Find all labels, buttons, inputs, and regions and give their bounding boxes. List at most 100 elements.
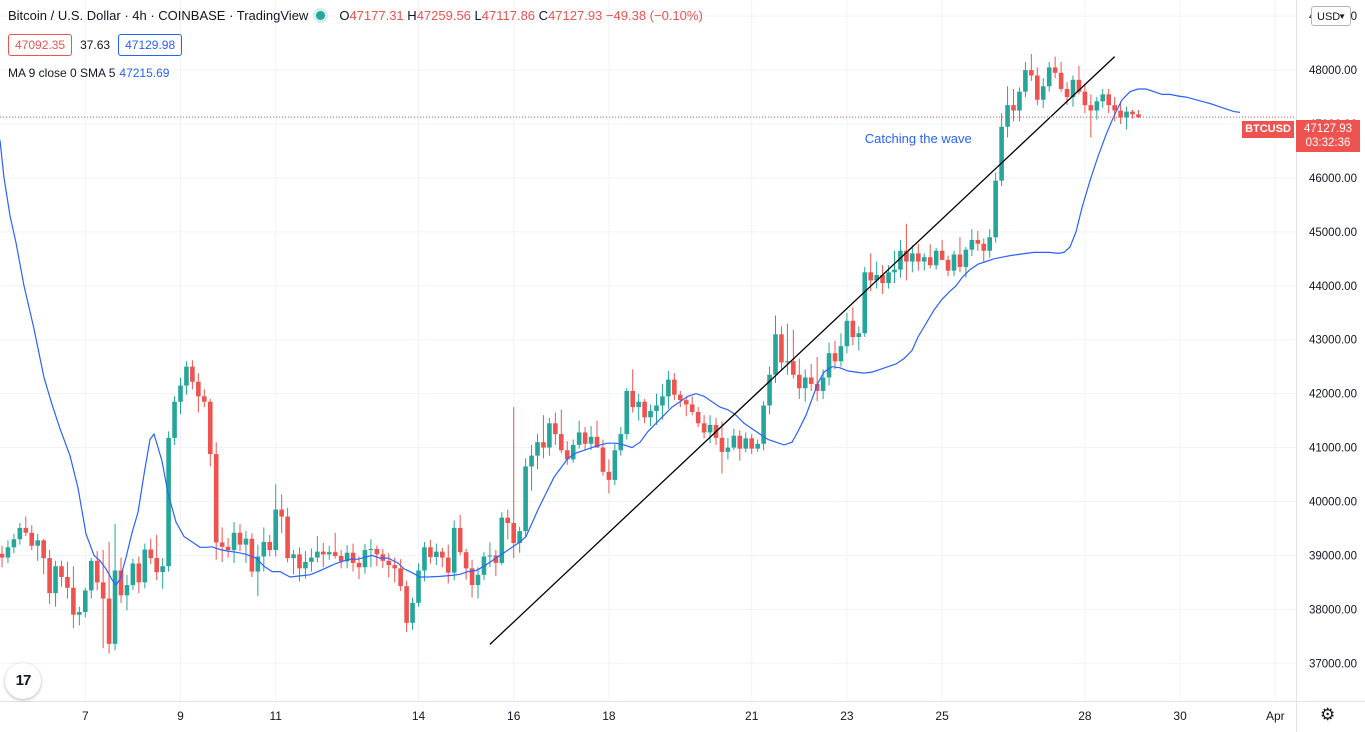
y-tick-label: 48000.00: [1309, 65, 1357, 77]
candle-body: [160, 566, 165, 573]
candle: [261, 527, 267, 572]
annotation-text[interactable]: Catching the wave: [865, 131, 972, 146]
candle: [11, 533, 17, 554]
candle: [35, 533, 40, 561]
candle-body: [154, 558, 159, 573]
y-tick-label: 46000.00: [1309, 173, 1357, 185]
y-tick-label: 42000.00: [1309, 389, 1357, 401]
candle: [618, 427, 624, 456]
candle-body: [963, 249, 969, 267]
candle-body: [17, 527, 23, 540]
candle-body: [1100, 94, 1106, 102]
candle-body: [707, 424, 713, 433]
candle-body: [511, 523, 516, 544]
candle-body: [862, 272, 868, 334]
candle: [428, 539, 433, 564]
candle: [178, 377, 183, 415]
y-tick-label: 41000.00: [1309, 443, 1357, 455]
candle-body: [88, 560, 94, 591]
candle: [83, 587, 88, 618]
candle-body: [606, 471, 612, 480]
low-label: L: [474, 8, 482, 23]
trendline[interactable]: [489, 56, 1116, 645]
candle: [862, 266, 868, 338]
candle-body: [53, 566, 58, 594]
candle: [993, 172, 998, 243]
candle-body: [767, 374, 772, 406]
candle: [701, 415, 707, 439]
sell-button[interactable]: 47092.35: [8, 34, 73, 56]
currency-select[interactable]: USD ▼: [1311, 6, 1351, 26]
candle: [588, 425, 594, 451]
tradingview-logo-icon[interactable]: 17: [5, 663, 41, 699]
candle: [1040, 78, 1046, 108]
candle: [951, 250, 957, 277]
candle-body: [927, 257, 933, 266]
candle-body: [636, 401, 641, 408]
candle: [338, 550, 344, 569]
candle: [225, 538, 231, 558]
candle-body: [910, 253, 915, 262]
candle: [1118, 101, 1123, 125]
candle-body: [1005, 105, 1010, 127]
candle: [892, 250, 897, 284]
candle: [213, 442, 219, 560]
candle-body: [303, 561, 308, 569]
candle-body: [1070, 79, 1076, 98]
candle-body: [553, 423, 558, 435]
candle: [856, 326, 862, 351]
candle-body: [77, 612, 82, 615]
candle: [1035, 67, 1040, 106]
candle: [553, 412, 558, 445]
candle-body: [683, 400, 689, 405]
candle-body: [523, 466, 528, 532]
candle: [559, 409, 564, 453]
candle: [451, 520, 457, 581]
candle-body: [779, 334, 784, 363]
candle-body: [689, 404, 695, 412]
candle: [927, 244, 933, 269]
candle-body: [1112, 105, 1117, 111]
candle: [106, 541, 112, 654]
candle: [832, 340, 838, 370]
candle: [410, 597, 415, 630]
candle-body: [957, 254, 963, 267]
candle-body: [219, 542, 225, 547]
candle-body: [451, 527, 457, 573]
candle: [945, 255, 951, 277]
candle: [779, 326, 784, 370]
candle: [130, 558, 136, 590]
candle: [547, 417, 552, 456]
candle: [511, 407, 516, 559]
ma-legend[interactable]: MA 9 close 0 SMA 5 47215.69: [8, 66, 169, 80]
candle: [202, 389, 207, 408]
candle-body: [695, 411, 701, 424]
candle-body: [148, 549, 154, 559]
candle-body: [142, 549, 148, 583]
symbol-title[interactable]: Bitcoin / U.S. Dollar · 4h · COINBASE · …: [8, 8, 309, 23]
candle-body: [630, 390, 635, 408]
candle: [523, 458, 528, 538]
gear-icon[interactable]: ⚙: [1320, 705, 1336, 724]
candle: [1136, 110, 1141, 119]
buy-button[interactable]: 47129.98: [118, 34, 183, 56]
candle-body: [921, 257, 927, 262]
close-value: 47127.93: [548, 8, 603, 23]
candle-body: [564, 450, 570, 460]
candle-body: [428, 547, 433, 558]
candle: [755, 439, 760, 452]
candle-body: [701, 423, 707, 433]
currency-label: USD: [1317, 11, 1341, 23]
candle-body: [576, 432, 582, 445]
candle-body: [1124, 111, 1129, 118]
candle: [785, 323, 790, 375]
candle: [695, 407, 701, 428]
candle-body: [832, 353, 838, 362]
candle: [737, 430, 743, 461]
candle: [564, 441, 570, 465]
candle-body: [529, 455, 534, 467]
candle-body: [868, 272, 873, 281]
candle-body: [207, 401, 213, 455]
